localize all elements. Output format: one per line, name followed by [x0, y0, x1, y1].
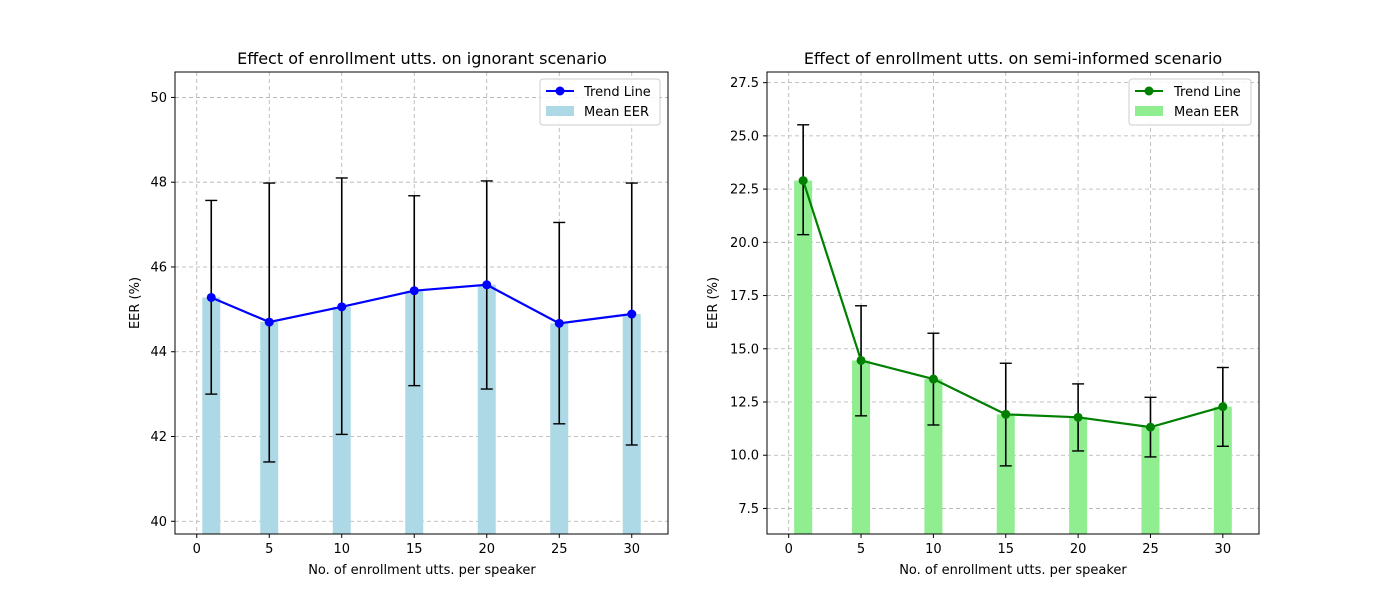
legend-item-mean-eer: Mean EER	[584, 105, 649, 120]
plot-area: 0 5 10 15 20 25 30 40 42 44 46 48 50	[150, 71, 669, 557]
bar	[924, 379, 943, 534]
y-tick-label: 25.0	[730, 129, 759, 144]
bar	[405, 290, 424, 534]
x-tick-label: 25	[1142, 542, 1159, 557]
y-axis-label: EER (%)	[128, 277, 143, 329]
trend-point	[554, 318, 564, 328]
trend-point	[1145, 422, 1155, 432]
trend-point	[206, 292, 216, 302]
trend-point	[1073, 412, 1083, 422]
bar	[477, 284, 496, 534]
legend-mean-eer-swatch	[1135, 106, 1163, 116]
plot-area: 0 5 10 15 20 25 30 7.5 10.0 12.5 15.0 17.5 20.0 22.5 2…	[730, 71, 1260, 557]
x-tick-label: 10	[333, 542, 350, 557]
bar	[794, 180, 813, 535]
x-tick-label: 30	[1215, 542, 1232, 557]
trend-point	[1001, 409, 1011, 419]
x-tick-label: 5	[857, 542, 865, 557]
x-tick-label: 20	[478, 542, 495, 557]
y-tick-label: 27.5	[730, 76, 759, 91]
x-tick-label: 30	[623, 542, 640, 557]
y-tick-label: 48	[150, 176, 167, 191]
x-tick-label: 25	[551, 542, 568, 557]
bar	[852, 360, 871, 534]
y-tick-label: 42	[150, 430, 167, 445]
legend-item-trend-line: Trend Line	[1173, 85, 1241, 100]
x-tick-label: 15	[406, 542, 423, 557]
y-tick-label: 15.0	[730, 342, 759, 357]
trend-point	[928, 374, 938, 384]
legend-trend-line-marker	[555, 86, 565, 96]
chart-semi-informed-scenario: Effect of enrollment utts. on semi-infor…	[706, 49, 1260, 578]
legend-mean-eer-swatch	[546, 106, 574, 116]
bar	[550, 323, 569, 534]
trend-point	[856, 355, 866, 365]
y-tick-label: 22.5	[730, 183, 759, 198]
trend-point	[798, 176, 808, 186]
x-tick-label: 15	[997, 542, 1014, 557]
legend-item-trend-line: Trend Line	[583, 85, 651, 100]
legend-trend-line-marker	[1144, 86, 1154, 96]
bar	[1069, 417, 1088, 534]
y-tick-label: 46	[150, 260, 167, 275]
trend-point	[264, 317, 274, 327]
legend-item-mean-eer: Mean EER	[1174, 105, 1239, 120]
x-tick-label: 5	[265, 542, 273, 557]
trend-point	[482, 280, 492, 290]
trend-point	[337, 302, 347, 312]
x-axis-label: No. of enrollment utts. per speaker	[899, 563, 1127, 578]
y-tick-label: 10.0	[730, 449, 759, 464]
y-tick-label: 50	[150, 91, 167, 106]
y-tick-label: 40	[150, 515, 167, 530]
bar	[202, 297, 221, 534]
bar	[1213, 406, 1232, 534]
legend: Trend Line Mean EER	[539, 78, 661, 126]
bar	[1141, 427, 1160, 534]
x-tick-label: 10	[925, 542, 942, 557]
y-tick-label: 44	[150, 345, 167, 360]
trend-point	[627, 309, 637, 319]
chart-title: Effect of enrollment utts. on ignorant s…	[237, 49, 607, 68]
y-tick-label: 20.0	[730, 236, 759, 251]
chart-ignorant-scenario: Effect of enrollment utts. on ignorant s…	[128, 49, 669, 578]
x-tick-label: 0	[193, 542, 201, 557]
axes-frame	[766, 71, 1260, 535]
axes-frame	[174, 71, 669, 535]
y-tick-label: 12.5	[730, 396, 759, 411]
trend-point	[409, 286, 419, 296]
x-tick-label: 20	[1070, 542, 1087, 557]
y-tick-label: 7.5	[738, 502, 759, 517]
legend: Trend Line Mean EER	[1128, 78, 1252, 126]
x-axis-label: No. of enrollment utts. per speaker	[308, 563, 536, 578]
y-tick-label: 17.5	[730, 289, 759, 304]
chart-title: Effect of enrollment utts. on semi-infor…	[804, 49, 1222, 68]
x-tick-label: 0	[785, 542, 793, 557]
trend-point	[1218, 402, 1228, 412]
bar	[996, 414, 1015, 534]
y-axis-label: EER (%)	[706, 277, 721, 329]
